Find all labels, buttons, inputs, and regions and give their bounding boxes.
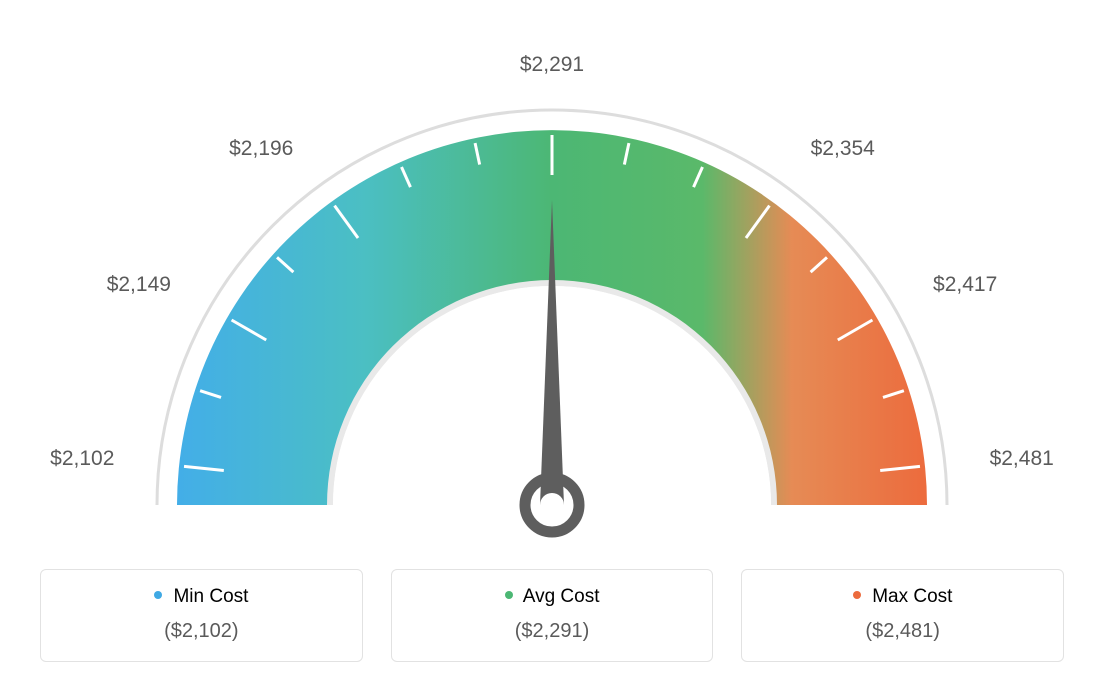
gauge-chart-container: $2,102 $2,149 $2,196 $2,291 $2,354 $2,417 $2,4… [0, 0, 1104, 690]
summary-cards: Min Cost ($2,102) Avg Cost ($2,291) Max … [40, 569, 1064, 662]
min-dot-icon [154, 591, 162, 599]
gauge-area: $2,102 $2,149 $2,196 $2,291 $2,354 $2,417 $2,4… [0, 0, 1104, 560]
min-cost-value: ($2,102) [51, 620, 352, 643]
max-cost-value: ($2,481) [752, 620, 1053, 643]
gauge-tick-label: $2,102 [50, 447, 114, 471]
avg-cost-label: Avg Cost [523, 586, 600, 607]
gauge-tick-label: $2,196 [229, 137, 293, 161]
gauge-tick-label: $2,149 [107, 273, 171, 297]
min-cost-title: Min Cost [51, 586, 352, 608]
max-cost-card: Max Cost ($2,481) [741, 569, 1064, 662]
gauge-tick-label: $2,354 [811, 137, 875, 161]
max-cost-label: Max Cost [872, 586, 952, 607]
gauge-tick-label: $2,291 [520, 53, 584, 77]
min-cost-card: Min Cost ($2,102) [40, 569, 363, 662]
avg-cost-value: ($2,291) [402, 620, 703, 643]
gauge-tick-label: $2,417 [933, 273, 997, 297]
gauge-tick-label: $2,481 [990, 447, 1054, 471]
max-cost-title: Max Cost [752, 586, 1053, 608]
avg-dot-icon [505, 591, 513, 599]
avg-cost-card: Avg Cost ($2,291) [391, 569, 714, 662]
avg-cost-title: Avg Cost [402, 586, 703, 608]
max-dot-icon [853, 591, 861, 599]
min-cost-label: Min Cost [173, 586, 248, 607]
